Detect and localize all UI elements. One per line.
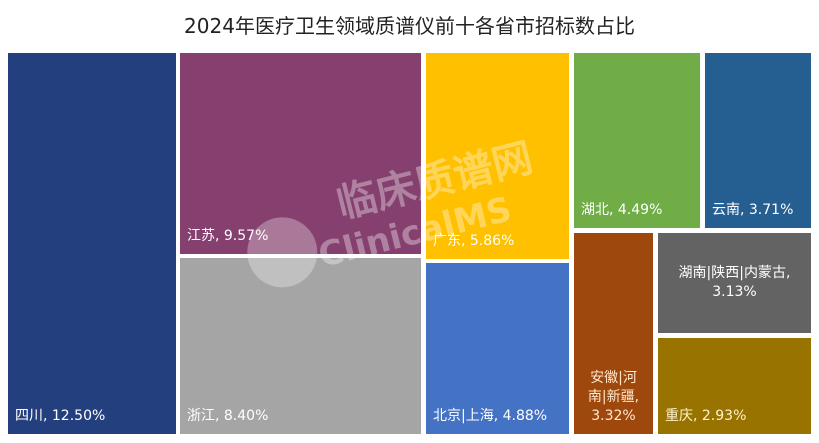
chart-title: 2024年医疗卫生领域质谱仪前十各省市招标数占比 xyxy=(184,14,635,38)
treemap-cell: 广东, 5.86% xyxy=(426,53,569,259)
treemap-cell: 云南, 3.71% xyxy=(705,53,811,228)
treemap-cell: 江苏, 9.57% xyxy=(180,53,421,254)
treemap-label: 广东, 5.86% xyxy=(433,233,515,249)
treemap-label: 北京|上海, 4.88% xyxy=(433,408,548,424)
treemap-cell: 浙江, 8.40% xyxy=(180,258,421,434)
treemap-label: 浙江, 8.40% xyxy=(187,408,269,424)
treemap-label: 湖北, 4.49% xyxy=(581,202,663,218)
treemap-cell: 北京|上海, 4.88% xyxy=(426,263,569,434)
treemap-cell: 重庆, 2.93% xyxy=(658,338,811,434)
treemap-label: 安徽|河 南|新疆, 3.32% xyxy=(587,370,640,424)
treemap-cell: 湖南|陕西|内蒙古, 3.13% xyxy=(658,233,811,333)
treemap-label: 湖南|陕西|内蒙古, 3.13% xyxy=(678,265,791,300)
treemap-label: 四川, 12.50% xyxy=(15,408,106,424)
treemap-cell: 湖北, 4.49% xyxy=(574,53,700,228)
treemap-cell: 安徽|河 南|新疆, 3.32% xyxy=(574,233,653,434)
treemap-label: 重庆, 2.93% xyxy=(665,408,747,424)
treemap-label: 云南, 3.71% xyxy=(712,202,794,218)
treemap-label: 江苏, 9.57% xyxy=(187,228,269,244)
treemap-cell: 四川, 12.50% xyxy=(8,53,176,434)
